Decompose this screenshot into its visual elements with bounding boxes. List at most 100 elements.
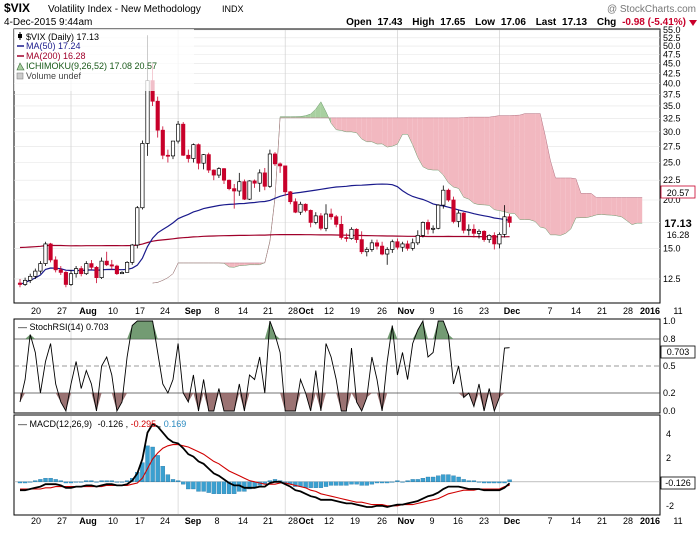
x-tick-label: 20 (31, 516, 41, 526)
high-value: 17.65 (440, 17, 465, 28)
macd-legend-label: MACD(12,26,9) (30, 419, 93, 429)
macd-histogram-bar (416, 479, 420, 481)
candle-body (207, 155, 210, 170)
cloud-segment (581, 193, 586, 217)
x-tick-label: Aug (79, 516, 97, 526)
x-tick-label: 14 (571, 306, 581, 316)
x-tick-label: 8 (214, 516, 219, 526)
x-tick-label: Dec (504, 306, 521, 316)
macd-histogram-bar (375, 482, 379, 483)
candle-body (110, 265, 113, 266)
macd-histogram-bar (115, 482, 119, 483)
macd-histogram-bar (105, 481, 109, 482)
cloud-segment (556, 178, 561, 235)
candle-body (314, 216, 317, 223)
macd-histogram-bar (329, 482, 333, 486)
x-tick-label: 23 (479, 306, 489, 316)
macd-histogram-bar (89, 481, 93, 482)
x-tick-label: Sep (185, 306, 202, 316)
candle-body (85, 264, 88, 274)
macd-panel (14, 415, 660, 515)
macd-histogram-bar (181, 482, 185, 484)
macd-histogram-bar (472, 481, 476, 482)
macd-histogram-bar (54, 479, 58, 481)
candle-body (182, 124, 185, 155)
candle-body (365, 249, 368, 251)
open-label: Open (346, 17, 372, 28)
x-tick-label: 28 (623, 306, 633, 316)
candle-body (95, 267, 98, 277)
x-tick-label: 7 (547, 306, 552, 316)
x-tick-label: 28 (623, 516, 633, 526)
macd-histogram-bar (95, 482, 99, 483)
x-tick-label: 19 (350, 306, 360, 316)
x-tick-label: 9 (429, 516, 434, 526)
macd-histogram-bar (350, 482, 354, 484)
x-tick-label: 2016 (640, 516, 660, 526)
macd-histogram-bar (309, 482, 313, 488)
candle-body (421, 222, 424, 235)
macd-histogram-bar (431, 477, 435, 482)
stoch-tick-label: 0.5 (663, 361, 676, 371)
macd-histogram-bar (18, 482, 22, 483)
price-tick-label: 35.0 (663, 101, 681, 111)
macd-histogram-bar (314, 482, 318, 488)
macd-histogram-bar (151, 447, 155, 482)
x-tick-label: 17 (135, 516, 145, 526)
x-tick-label: 19 (350, 516, 360, 526)
cloud-segment (479, 117, 484, 205)
x-tick-label: 10 (108, 306, 118, 316)
candle-body (74, 269, 77, 274)
x-tick-label: 2016 (640, 306, 660, 316)
candle-body (340, 224, 343, 237)
cloud-segment (377, 118, 382, 144)
candle-body (411, 243, 414, 249)
ma200-price-text: 16.28 (667, 230, 690, 240)
macd-histogram-bar (508, 480, 512, 482)
macd-histogram-bar (365, 482, 369, 486)
candle-body (59, 270, 62, 273)
stochrsi-legend-marker: — (18, 322, 30, 332)
cloud-segment (566, 178, 571, 233)
candle-body (482, 231, 485, 239)
candle-body (273, 154, 276, 164)
candle-body (156, 101, 159, 130)
x-tick-label: 14 (238, 516, 248, 526)
chart-symbol: $VIX (4, 1, 30, 15)
price-tick-label: 27.5 (663, 141, 681, 151)
macd-legend-value: -0.126 (98, 419, 124, 429)
macd-legend: — MACD(12,26,9) -0.126 , -0.295 , 0.169 (18, 419, 186, 429)
x-tick-label: Oct (298, 306, 313, 316)
macd-histogram-bar (487, 482, 491, 483)
x-tick-label: 21 (597, 516, 607, 526)
macd-histogram-bar (197, 482, 201, 492)
cloud-segment (464, 117, 469, 199)
cloud-segment (525, 114, 530, 220)
candle-body (493, 235, 496, 244)
stoch-tick-label: 0.8 (663, 334, 676, 344)
cloud-segment (632, 197, 637, 224)
cloud-segment (586, 193, 591, 217)
x-tick-label: 16 (453, 306, 463, 316)
cloud-segment (530, 114, 535, 222)
macd-histogram-bar (344, 482, 348, 486)
macd-histogram-bar (436, 476, 440, 482)
stochrsi-value-label: 0.703 (661, 346, 695, 358)
candle-body (268, 154, 271, 186)
x-tick-label: 21 (263, 306, 273, 316)
candle-body (426, 222, 429, 229)
cloud-segment (627, 197, 632, 224)
macd-histogram-bar (146, 446, 150, 482)
macd-histogram-bar (176, 481, 180, 482)
candle-body (248, 181, 251, 199)
x-tick-label: Nov (397, 306, 414, 316)
macd-histogram-bar (395, 481, 399, 482)
candle-body (431, 228, 434, 229)
stochrsi-value-text: 0.703 (667, 347, 690, 357)
candle-body (49, 244, 52, 260)
candle-body (18, 283, 21, 284)
low-value: 17.06 (501, 17, 526, 28)
cloud-segment (454, 118, 459, 189)
macd-histogram-bar (401, 482, 405, 483)
macd-histogram-bar (212, 482, 216, 494)
